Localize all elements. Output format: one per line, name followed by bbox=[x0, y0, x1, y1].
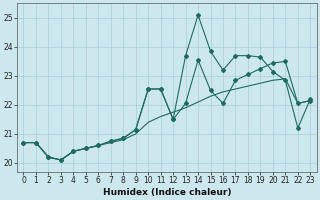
X-axis label: Humidex (Indice chaleur): Humidex (Indice chaleur) bbox=[103, 188, 231, 197]
